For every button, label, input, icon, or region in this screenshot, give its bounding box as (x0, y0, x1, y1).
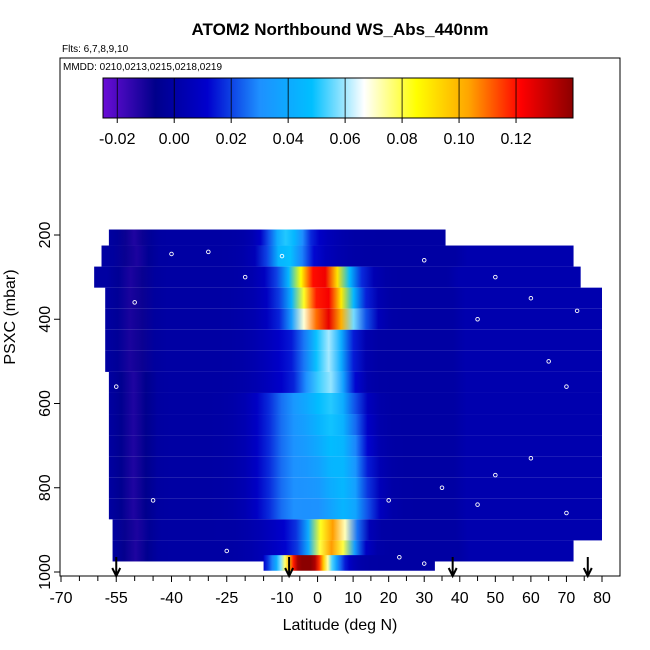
plot-frame (59, 57, 621, 577)
colorbar-tick-label: -0.02 (99, 131, 136, 148)
x-tick-label: 40 (451, 590, 469, 607)
y-tick-label: 400 (37, 306, 54, 333)
x-tick-label: 10 (344, 590, 362, 607)
sample-point (169, 251, 174, 257)
sample-point (113, 384, 119, 389)
heatmap-layer (108, 414, 602, 436)
x-tick-label: -55 (105, 590, 128, 607)
x-tick-label: 50 (486, 590, 504, 607)
colorbar-tick-label: 0.12 (500, 131, 531, 148)
colorbar-tick-label: 0.10 (443, 131, 474, 148)
heatmap-layer (105, 308, 602, 330)
sample-point (493, 274, 498, 280)
heatmap-layer (108, 477, 602, 499)
heatmap-layer (108, 371, 602, 393)
sample-point (528, 295, 534, 301)
heatmap-layer (105, 350, 602, 372)
flights-note: Flts: 6,7,8,9,10 (62, 44, 129, 55)
heatmap-layer (101, 245, 574, 267)
sample-points (106, 249, 580, 566)
sample-point (106, 552, 112, 558)
sample-point (546, 359, 551, 364)
heatmap-layer (108, 498, 602, 520)
sample-point (279, 253, 285, 259)
heatmap-layer (105, 287, 602, 309)
x-tick-label: 0 (313, 590, 322, 607)
sample-point (206, 249, 211, 255)
colorbar-tick-label: 0.08 (387, 131, 418, 148)
profile-arrow (111, 557, 122, 579)
sample-point (397, 555, 402, 560)
sample-point (421, 561, 427, 566)
y-axis: 200 400 600 800 1000 (37, 222, 60, 590)
x-tick-label: 60 (522, 590, 540, 607)
dates-note: MMDD: 0210,0213,0215,0218,0219 (63, 62, 222, 73)
heatmap-layer (263, 555, 435, 571)
x-tick-label: -10 (270, 590, 293, 607)
colorbar: -0.02 0.00 0.02 0.04 0.06 0.08 0.10 0.12 (99, 77, 574, 148)
sample-point (528, 456, 534, 461)
heatmap-layer (112, 519, 603, 541)
chart-title: ATOM2 Northbound WS_Abs_440nm (192, 20, 489, 39)
heatmap-layer (108, 392, 602, 415)
x-tick-label: 30 (415, 590, 433, 607)
colorbar-labels: -0.02 0.00 0.02 0.04 0.06 0.08 0.10 0.12 (99, 131, 532, 148)
heatmap-layer (108, 456, 602, 478)
colorbar-tick-label: 0.04 (273, 131, 304, 148)
sample-point (475, 317, 480, 322)
x-tick-label: 20 (380, 590, 398, 607)
sample-point (564, 384, 569, 389)
sample-point (475, 502, 480, 507)
heatmap-layer (108, 435, 602, 457)
heatmap-layer (112, 540, 574, 562)
profile-arrow (447, 557, 458, 579)
x-tick-label: 80 (593, 590, 611, 607)
heatmap-layer (105, 329, 602, 351)
colorbar-fill (103, 78, 573, 118)
profile-arrow (284, 557, 295, 579)
sample-point (439, 485, 445, 491)
colorbar-frame (102, 77, 574, 119)
profile-arrow (582, 557, 593, 579)
colorbar-tick-label: 0.06 (330, 131, 361, 148)
y-tick-label: 600 (37, 390, 54, 417)
y-tick-label: 1000 (37, 554, 54, 590)
sample-point (242, 274, 248, 280)
heatmap-layer (94, 266, 581, 288)
y-tick-label: 200 (37, 222, 54, 249)
x-tick-label: -25 (215, 590, 238, 607)
y-axis-label: PSXC (mbar) (2, 269, 19, 364)
x-tick-label: -70 (49, 590, 72, 607)
sample-point (224, 548, 229, 554)
heatmap-layer (108, 229, 446, 246)
profile-arrows (111, 557, 593, 579)
sample-point (574, 308, 580, 314)
colorbar-tick-label: 0.00 (159, 131, 190, 148)
y-tick-label: 800 (37, 474, 54, 501)
sample-point (386, 498, 391, 503)
sample-point (564, 510, 569, 516)
x-axis-label: Latitude (deg N) (283, 617, 398, 634)
colorbar-dividers (116, 78, 517, 123)
sample-point (150, 498, 156, 503)
sample-point (421, 258, 427, 263)
sample-point (493, 472, 498, 478)
x-tick-label: 70 (558, 590, 576, 607)
colorbar-tick-label: 0.02 (216, 131, 247, 148)
heatmap-layers (94, 229, 603, 571)
sample-point (132, 300, 137, 305)
x-axis: -70 -55 -40 -25 -10 0 10 20 30 40 50 60 70 80 (49, 576, 611, 607)
x-tick-label: -40 (160, 590, 183, 607)
